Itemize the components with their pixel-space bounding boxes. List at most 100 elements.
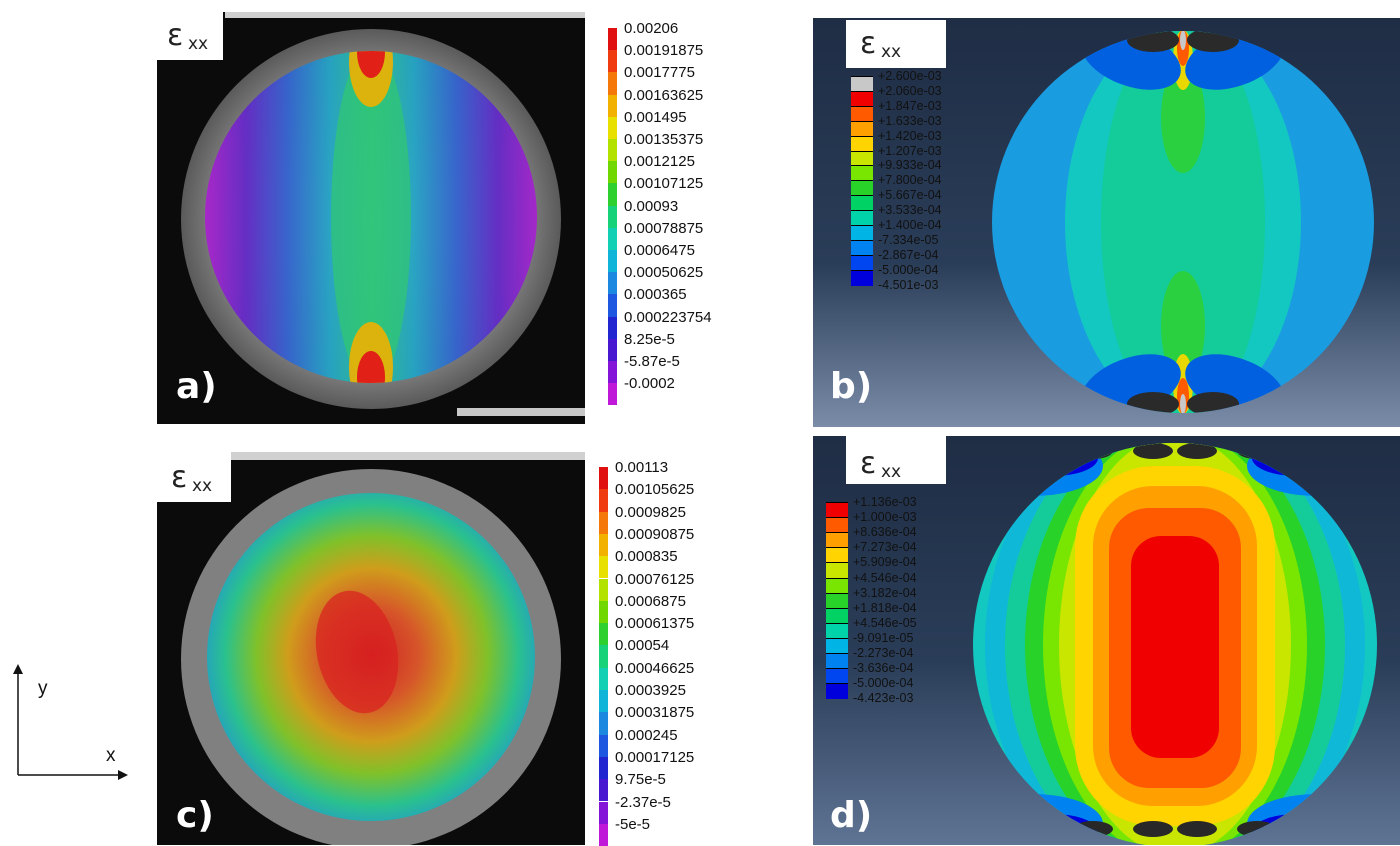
legend-value: 0.00107125	[624, 175, 704, 193]
panel-c-legend: 0.00113 0.00105625 0.0009825 0.00090875 0.00…	[597, 459, 737, 846]
legend-value: -5.000e-04	[853, 676, 914, 691]
panel-a-strain-map	[181, 12, 585, 416]
legend-value: 0.00113	[615, 459, 669, 476]
panel-b-legend: +2.600e-03 +2.060e-03 +1.847e-03 +1.633e-03…	[851, 69, 981, 292]
legend-value: +1.818e-04	[853, 600, 917, 615]
legend-value: +1.847e-03	[878, 98, 942, 113]
legend-swatch	[599, 690, 608, 713]
legend-swatch	[851, 105, 873, 122]
legend-swatch	[608, 161, 617, 184]
legend-swatch	[599, 556, 608, 579]
legend-value: -7.334e-05	[878, 232, 939, 247]
legend-swatch	[599, 801, 608, 824]
legend-value: 0.0006875	[615, 592, 686, 610]
legend-swatch	[826, 668, 848, 685]
legend-value: -4.501e-03	[878, 277, 939, 292]
legend-value: -5.87e-5	[624, 353, 680, 370]
panel-c-dic-image	[157, 452, 585, 845]
legend-value: +5.667e-04	[878, 188, 942, 203]
legend-value: +7.273e-04	[853, 540, 917, 555]
legend-swatch	[826, 637, 848, 654]
legend-value: 0.00076125	[615, 570, 695, 588]
legend-swatch	[826, 502, 848, 519]
legend-swatch	[599, 734, 608, 757]
legend-value: 0.0012125	[624, 153, 695, 171]
panel-a-strain-symbol: ε xx	[157, 12, 223, 60]
legend-value: 0.00031875	[615, 704, 695, 722]
legend-swatch	[599, 623, 608, 646]
legend-value: -9.091e-05	[853, 630, 914, 645]
legend-swatch	[826, 622, 848, 639]
legend-swatch	[826, 653, 848, 670]
legend-swatch	[826, 532, 848, 549]
legend-value: 0.000365	[624, 286, 687, 304]
legend-swatch	[608, 272, 617, 295]
legend-swatch	[599, 511, 608, 534]
legend-swatch	[608, 116, 617, 139]
legend-swatch	[608, 94, 617, 117]
panel-a-dic-image	[157, 12, 585, 424]
legend-swatch	[851, 150, 873, 167]
legend-swatch	[599, 823, 608, 846]
legend-swatch	[608, 316, 617, 339]
legend-swatch	[599, 779, 608, 802]
legend-swatch	[599, 467, 608, 490]
legend-value: 0.00105625	[615, 481, 695, 499]
legend-swatch	[608, 50, 617, 73]
legend-swatch	[608, 139, 617, 162]
legend-value: 0.00090875	[615, 525, 695, 543]
legend-value: 0.00054	[615, 637, 670, 655]
legend-swatch	[608, 250, 617, 273]
legend-value: 0.00050625	[624, 264, 704, 282]
legend-value: +1.207e-03	[878, 143, 942, 158]
legend-value: 0.00206	[624, 20, 679, 37]
legend-swatch	[851, 239, 873, 256]
legend-value: 0.00017125	[615, 748, 695, 766]
legend-swatch	[826, 683, 848, 700]
legend-value: 0.000835	[615, 548, 678, 566]
panel-d-strain-symbol: ε xx	[846, 436, 946, 484]
legend-value: +1.136e-03	[853, 495, 917, 509]
legend-swatch	[851, 254, 873, 271]
legend-value: +3.533e-04	[878, 203, 942, 218]
legend-swatch	[608, 383, 617, 406]
legend-value: +2.060e-03	[878, 83, 942, 98]
legend-swatch	[851, 90, 873, 107]
panel-c-label: c)	[176, 795, 214, 836]
legend-value: 0.00061375	[615, 615, 695, 633]
legend-swatch	[826, 577, 848, 594]
x-axis-arrowhead	[118, 770, 128, 780]
legend-value: +1.400e-04	[878, 218, 942, 232]
legend-swatch	[851, 225, 873, 241]
legend-value: -4.423e-03	[853, 691, 914, 706]
legend-swatch	[608, 338, 617, 361]
legend-swatch	[608, 227, 617, 250]
legend-swatch	[851, 210, 873, 226]
legend-swatch	[599, 756, 608, 780]
legend-value: -0.0002	[624, 375, 675, 393]
legend-swatch	[599, 645, 608, 668]
x-axis-label: x	[106, 745, 116, 766]
panel-c-strain-symbol: ε xx	[157, 452, 231, 502]
legend-swatch	[608, 28, 617, 51]
legend-swatch	[851, 180, 873, 197]
legend-swatch	[599, 489, 608, 512]
legend-swatch	[608, 205, 617, 228]
legend-value: -2.273e-04	[853, 646, 914, 660]
panel-a-legend: 0.00206 0.00191875 0.0017775 0.00163625 0.00…	[606, 20, 746, 406]
legend-value: 0.00191875	[624, 42, 704, 60]
legend-swatch	[851, 165, 873, 182]
panel-b-strain-map	[992, 31, 1374, 413]
legend-value: +1.000e-03	[853, 510, 917, 525]
legend-swatch	[599, 578, 608, 601]
legend-swatch	[608, 183, 617, 206]
legend-value: 0.00163625	[624, 86, 704, 104]
legend-value: 8.25e-5	[624, 330, 675, 348]
legend-swatch	[608, 294, 617, 317]
panel-d-legend: +1.136e-03 +1.000e-03 +8.636e-04 +7.273e-04…	[826, 496, 956, 716]
legend-value: +9.933e-04	[878, 158, 942, 173]
legend-swatch	[826, 517, 848, 534]
legend-value: -2.867e-04	[878, 247, 939, 262]
panel-c-strain-map	[181, 452, 585, 845]
legend-value: +2.600e-03	[878, 69, 942, 83]
